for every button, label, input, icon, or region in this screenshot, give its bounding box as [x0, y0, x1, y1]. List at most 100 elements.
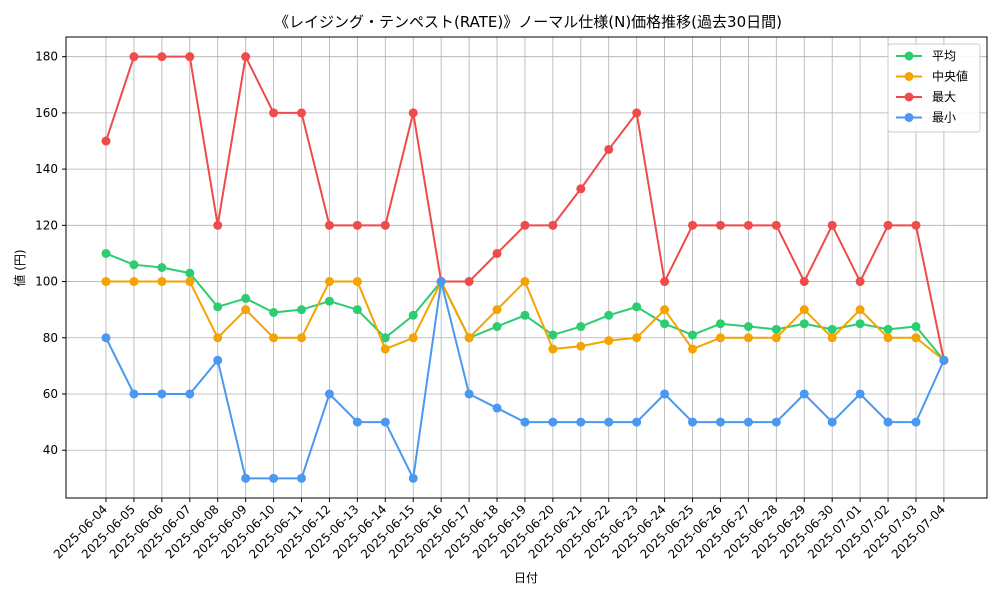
- data-point: [883, 417, 893, 427]
- data-point: [213, 333, 223, 343]
- series-layer: [101, 52, 949, 483]
- legend-swatch-marker: [904, 113, 914, 122]
- y-tick-label: 80: [43, 331, 58, 345]
- data-point: [464, 277, 474, 287]
- data-point: [324, 389, 334, 399]
- data-point: [660, 319, 670, 329]
- data-point: [715, 220, 725, 230]
- data-point: [688, 330, 698, 340]
- data-point: [101, 277, 111, 287]
- data-point: [408, 333, 418, 343]
- data-point: [380, 417, 390, 427]
- data-point: [715, 417, 725, 427]
- data-point: [269, 473, 279, 483]
- y-axis-ticks: 40 60 80 100 120 140 160 180: [35, 50, 66, 457]
- plot-frame: [65, 36, 988, 499]
- data-point: [157, 277, 167, 287]
- data-point: [883, 333, 893, 343]
- data-point: [297, 305, 307, 315]
- data-point: [185, 277, 195, 287]
- data-point: [464, 389, 474, 399]
- y-tick-label: 140: [35, 162, 58, 176]
- legend-item: 平均: [896, 49, 956, 63]
- data-point: [129, 389, 139, 399]
- data-point: [660, 389, 670, 399]
- data-point: [157, 52, 167, 62]
- data-point: [911, 333, 921, 343]
- data-point: [297, 333, 307, 343]
- legend-label: 中央値: [932, 69, 968, 84]
- data-point: [101, 333, 111, 343]
- data-point: [352, 277, 362, 287]
- legend-label: 最大: [932, 90, 956, 104]
- grid-lines: [66, 37, 987, 498]
- data-point: [324, 277, 334, 287]
- legend-swatch-marker: [904, 72, 914, 81]
- data-point: [576, 341, 586, 351]
- data-point: [352, 305, 362, 315]
- y-tick-label: 180: [35, 50, 58, 64]
- data-point: [297, 473, 307, 483]
- legend-label: 最小: [932, 111, 956, 125]
- data-point: [129, 260, 139, 270]
- legend-swatch-marker: [904, 51, 914, 61]
- data-point: [688, 344, 698, 354]
- legend-item: 中央値: [896, 69, 968, 84]
- legend-box: [887, 43, 981, 133]
- data-point: [492, 248, 502, 258]
- series-2: [101, 52, 949, 365]
- data-point: [436, 277, 446, 287]
- data-point: [157, 263, 167, 272]
- data-point: [520, 417, 530, 427]
- data-point: [548, 330, 558, 340]
- data-point: [492, 403, 502, 413]
- data-point: [380, 333, 390, 343]
- data-point: [548, 417, 558, 427]
- data-point: [576, 322, 586, 332]
- data-point: [883, 220, 893, 230]
- data-point: [241, 473, 251, 483]
- data-point: [548, 344, 558, 354]
- data-point: [213, 220, 223, 230]
- data-point: [492, 322, 502, 332]
- data-point: [715, 319, 725, 329]
- data-point: [911, 417, 921, 427]
- data-point: [827, 417, 837, 427]
- data-point: [799, 319, 809, 329]
- legend-label: 平均: [932, 49, 956, 63]
- legend-item: 最大: [896, 90, 956, 104]
- data-point: [185, 389, 195, 399]
- y-axis-label: 値 (円): [12, 249, 27, 286]
- data-point: [101, 248, 111, 258]
- data-point: [604, 310, 614, 320]
- data-point: [324, 296, 334, 306]
- data-point: [827, 333, 837, 343]
- data-point: [855, 305, 865, 315]
- data-point: [799, 277, 809, 287]
- data-point: [548, 220, 558, 230]
- data-point: [520, 310, 530, 320]
- data-point: [911, 220, 921, 230]
- data-point: [632, 302, 642, 312]
- legend-item: 最小: [896, 111, 956, 125]
- data-point: [380, 344, 390, 354]
- data-point: [911, 322, 921, 332]
- data-point: [743, 220, 753, 230]
- data-point: [492, 305, 502, 315]
- data-point: [241, 52, 251, 62]
- data-point: [464, 333, 474, 343]
- data-point: [632, 333, 642, 343]
- data-point: [129, 277, 139, 287]
- data-point: [827, 220, 837, 230]
- data-point: [129, 52, 139, 62]
- data-point: [408, 473, 418, 483]
- data-point: [185, 268, 195, 278]
- data-point: [241, 293, 251, 303]
- data-point: [269, 108, 279, 118]
- x-axis-label: 日付: [514, 571, 538, 585]
- data-point: [743, 322, 753, 332]
- data-point: [408, 108, 418, 118]
- data-point: [799, 389, 809, 399]
- data-point: [771, 333, 781, 343]
